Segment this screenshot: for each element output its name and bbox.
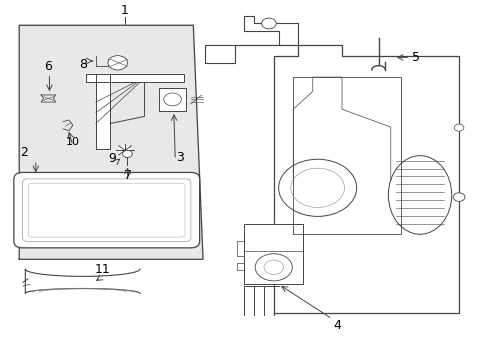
Circle shape bbox=[122, 150, 132, 157]
FancyBboxPatch shape bbox=[14, 172, 199, 248]
Polygon shape bbox=[293, 77, 400, 234]
Polygon shape bbox=[86, 73, 183, 82]
Circle shape bbox=[255, 254, 292, 281]
Text: 2: 2 bbox=[20, 145, 28, 158]
Text: 10: 10 bbox=[66, 138, 80, 148]
Text: 6: 6 bbox=[44, 60, 52, 73]
Text: 3: 3 bbox=[176, 150, 183, 163]
Text: 11: 11 bbox=[94, 264, 110, 276]
Bar bbox=[159, 88, 185, 111]
Polygon shape bbox=[19, 25, 203, 259]
Text: 4: 4 bbox=[332, 319, 341, 332]
Text: 9: 9 bbox=[108, 152, 116, 165]
Text: 5: 5 bbox=[411, 51, 419, 64]
Ellipse shape bbox=[387, 156, 451, 234]
Circle shape bbox=[452, 193, 464, 201]
Circle shape bbox=[108, 56, 127, 70]
Circle shape bbox=[278, 159, 356, 216]
Circle shape bbox=[118, 145, 132, 155]
Circle shape bbox=[163, 93, 181, 106]
Polygon shape bbox=[25, 269, 140, 293]
Polygon shape bbox=[96, 73, 110, 149]
Polygon shape bbox=[205, 45, 298, 63]
Polygon shape bbox=[244, 224, 303, 284]
Circle shape bbox=[261, 18, 276, 29]
Text: 8: 8 bbox=[80, 58, 87, 71]
Text: 1: 1 bbox=[121, 4, 129, 17]
Circle shape bbox=[453, 124, 463, 131]
Text: 7: 7 bbox=[124, 169, 132, 182]
